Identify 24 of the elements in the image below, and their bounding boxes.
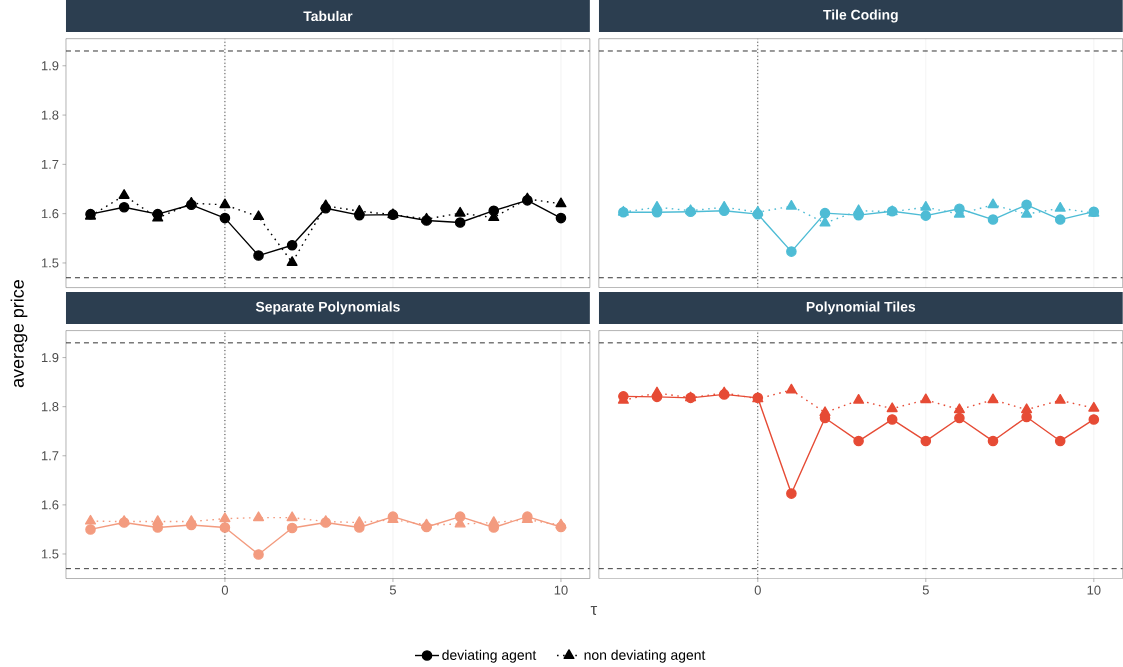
x-tick-label: 10 [1087, 585, 1101, 595]
y-tick-label: 1.8 [41, 402, 59, 412]
y-tick-label: 1.6 [41, 209, 59, 219]
y-tick-label: 1.7 [41, 160, 59, 170]
y-tick-label: 1.6 [41, 500, 59, 510]
x-tick-label: 10 [554, 585, 568, 595]
chart-title: Tile Coding [823, 9, 898, 23]
x-tick-label: 5 [389, 585, 396, 595]
x-tick-label: 0 [754, 585, 761, 595]
y-tick-label: 1.9 [41, 353, 59, 363]
y-tick-label: 1.5 [41, 258, 59, 268]
x-axis-title: τ [590, 606, 598, 616]
y-tick-label: 1.9 [41, 61, 59, 71]
x-tick-label: 5 [922, 585, 929, 595]
y-tick-label: 1.5 [41, 549, 59, 559]
legend-label: deviating agent [442, 649, 537, 663]
chart-title: Polynomial Tiles [806, 301, 916, 315]
y-tick-label: 1.7 [41, 451, 59, 461]
chart-title: Tabular [303, 11, 353, 22]
y-tick-label: 1.8 [41, 110, 59, 120]
chart-title: Separate Polynomials [255, 301, 400, 315]
legend-label: non deviating agent [584, 649, 706, 663]
x-tick-label: 0 [221, 585, 229, 595]
y-axis-title: average price [10, 280, 28, 388]
